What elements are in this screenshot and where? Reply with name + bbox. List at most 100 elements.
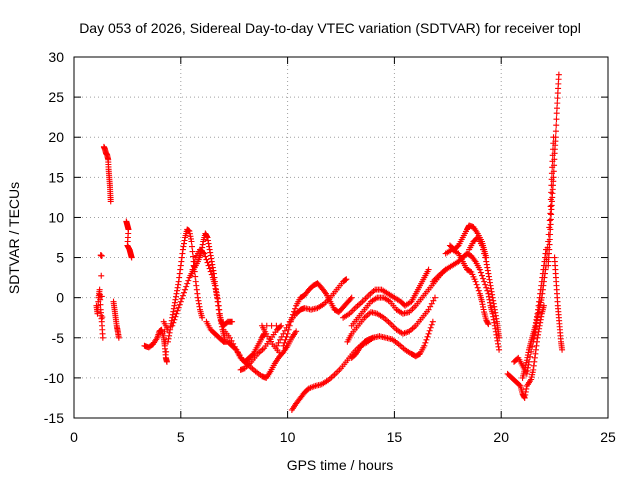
series-arc-10: [220, 326, 300, 381]
data-point: [181, 289, 188, 296]
series-arc-1: [93, 252, 106, 341]
data-point: [480, 246, 487, 253]
data-point: [192, 273, 199, 280]
data-point: [189, 248, 196, 255]
data-point: [553, 116, 560, 123]
data-point: [292, 305, 299, 312]
data-point: [206, 265, 213, 272]
series-arc-25: [519, 246, 550, 381]
data-point: [208, 271, 215, 278]
data-point: [483, 284, 490, 291]
data-point: [273, 342, 280, 349]
data-point: [201, 250, 208, 257]
data-point: [424, 333, 431, 340]
data-point: [555, 71, 562, 78]
data-point: [546, 217, 553, 224]
chart-title: Day 053 of 2026, Sidereal Day-to-day VTE…: [79, 20, 581, 36]
data-point: [163, 358, 170, 365]
data-point: [228, 337, 235, 344]
data-point: [547, 231, 554, 238]
data-point: [291, 308, 298, 315]
data-point: [182, 286, 189, 293]
data-point: [185, 277, 192, 284]
data-point: [174, 307, 181, 314]
series-arc-5: [141, 318, 171, 365]
data-point: [547, 226, 554, 233]
x-tick-label: 5: [177, 429, 185, 445]
series-arc-9: [203, 318, 268, 365]
data-point: [547, 216, 554, 223]
data-points: [93, 71, 566, 413]
series-arc-6: [164, 226, 206, 345]
data-point: [480, 275, 487, 282]
data-point: [284, 330, 291, 337]
data-point: [321, 289, 328, 296]
y-tick-label: 15: [48, 169, 64, 185]
data-point: [426, 327, 433, 334]
series-arc-19: [429, 250, 503, 353]
data-point: [205, 262, 212, 269]
data-point: [550, 168, 557, 175]
data-point: [163, 348, 170, 355]
data-point: [347, 295, 354, 302]
data-point: [547, 203, 554, 210]
data-point: [423, 336, 430, 343]
data-point: [540, 302, 547, 309]
data-point: [546, 241, 553, 248]
data-point: [280, 342, 287, 349]
data-point: [428, 321, 435, 328]
data-point: [474, 284, 481, 291]
data-point: [559, 346, 566, 353]
data-point: [430, 297, 437, 304]
data-point: [172, 313, 179, 320]
plot-frame: [73, 56, 609, 419]
data-point: [546, 246, 553, 253]
data-point: [485, 321, 492, 328]
data-point: [285, 326, 292, 333]
x-tick-label: 20: [493, 429, 509, 445]
data-point: [202, 253, 209, 260]
data-point: [428, 300, 435, 307]
data-point: [98, 252, 105, 259]
data-point: [421, 342, 428, 349]
data-point: [548, 211, 555, 218]
data-point: [551, 162, 558, 169]
data-point: [484, 287, 491, 294]
data-point: [191, 258, 198, 265]
data-point: [482, 254, 489, 261]
data-point: [454, 243, 461, 250]
data-point: [473, 281, 480, 288]
data-point: [99, 334, 106, 341]
y-tick-label: -5: [52, 330, 65, 346]
data-point: [287, 318, 294, 325]
series-arc-12: [273, 276, 350, 349]
data-point: [348, 294, 355, 301]
data-point: [286, 322, 293, 329]
series-arc-4: [123, 218, 135, 261]
data-point: [184, 280, 191, 287]
series-arc-14: [288, 318, 436, 413]
data-point: [199, 314, 206, 321]
series-arc-16: [348, 266, 449, 329]
series-arc-8: [188, 246, 236, 329]
data-point: [99, 314, 106, 321]
y-tick-label: -15: [44, 410, 64, 426]
data-point: [97, 301, 104, 308]
data-point: [178, 295, 185, 302]
data-point: [190, 262, 197, 269]
data-point: [200, 249, 207, 256]
data-point: [277, 336, 284, 343]
data-point: [229, 318, 236, 325]
data-point: [97, 296, 104, 303]
data-point: [189, 243, 196, 250]
series-arc-27: [551, 254, 566, 353]
series-arc-13: [280, 280, 355, 349]
data-point: [370, 334, 377, 341]
data-point: [230, 340, 237, 347]
data-point: [425, 306, 432, 313]
data-point: [226, 334, 233, 341]
data-point: [553, 110, 560, 117]
data-point: [189, 266, 196, 273]
series-arc-22: [466, 234, 503, 341]
